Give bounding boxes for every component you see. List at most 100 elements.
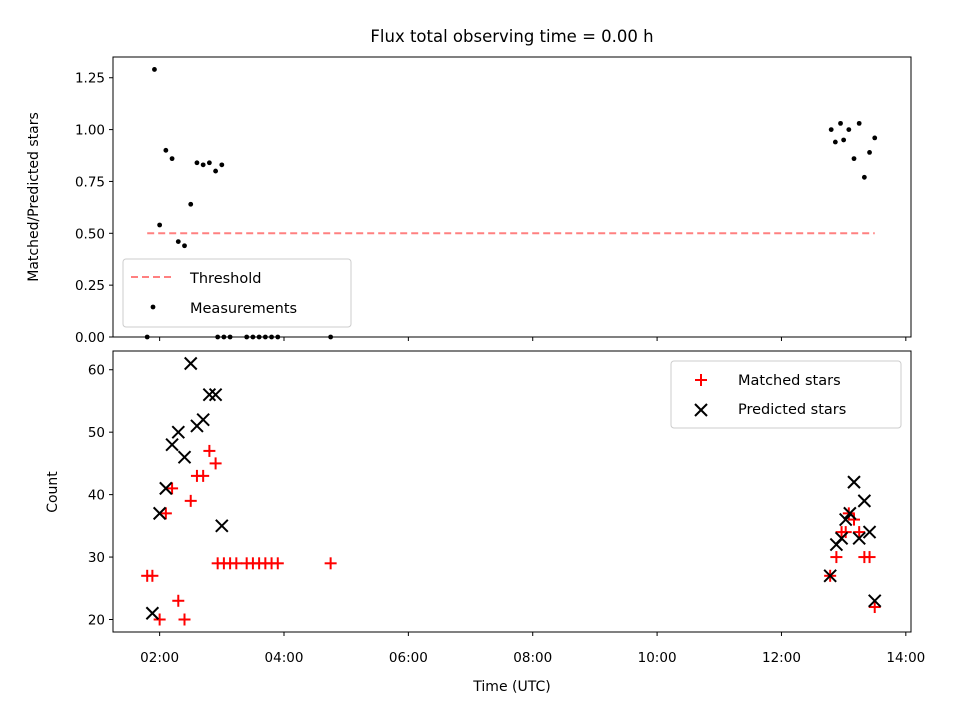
legend-measurements-label: Measurements (190, 301, 297, 317)
ratio-panel: Flux total observing time = 0.00 h 0.000… (26, 27, 912, 346)
ratio-axes-frame (112, 56, 912, 338)
predicted-star-point (868, 594, 882, 608)
measurement-point (163, 147, 169, 153)
predicted-star-point (202, 388, 217, 402)
matched-star-point (153, 613, 166, 626)
measurement-point (856, 120, 862, 126)
matched-star-point (146, 569, 159, 582)
predicted-star-point (847, 475, 861, 489)
count-y-tick-label: 20 (88, 613, 105, 629)
matched-star-point (271, 557, 284, 570)
predicted-star-point (839, 512, 853, 527)
count-axes-frame (112, 350, 912, 633)
measurement-point (206, 160, 212, 166)
matched-star-point (203, 444, 216, 457)
measurement-point (182, 243, 187, 249)
ratio-x-ticks (159, 337, 907, 341)
count-y-tick-label: 30 (88, 550, 105, 566)
predicted-star-point (159, 481, 173, 496)
matched-star-point (848, 513, 860, 526)
count-y-axis-label: Count (45, 471, 61, 513)
predicted-star-point (843, 506, 857, 521)
x-tick-label: 08:00 (513, 650, 552, 666)
count-y-ticks: 20 30 40 50 60 (88, 363, 113, 629)
measurement-point (872, 135, 878, 141)
measurement-point (846, 127, 852, 132)
count-y-tick-label: 50 (88, 425, 105, 441)
predicted-star-point (145, 606, 160, 620)
measurement-point (169, 156, 175, 162)
chart-title: Flux total observing time = 0.00 h (370, 27, 653, 46)
predicted-star-point (857, 494, 872, 508)
matched-star-point (159, 507, 172, 520)
matched-star-point (184, 494, 197, 507)
measurement-point (194, 160, 200, 166)
legend-measurements-swatch (150, 304, 156, 310)
count-panel: 20 30 40 50 60 02:00 04:00 06:00 08:00 10:00 12:0… (45, 350, 925, 695)
x-tick-label: 12:00 (762, 650, 801, 666)
predicted-star-point (196, 412, 210, 427)
predicted-star-point (852, 531, 866, 546)
ratio-y-ticks: 0.00 0.25 0.50 0.75 1.00 1.25 (75, 71, 113, 346)
count-y-tick-label: 60 (88, 363, 105, 379)
measurement-point (838, 120, 843, 126)
x-tick-label: 04:00 (265, 650, 304, 666)
ratio-y-tick-label: 0.50 (75, 226, 105, 242)
measurement-point (851, 156, 857, 162)
measurement-point (841, 137, 847, 143)
legend-matched-swatch (695, 374, 707, 386)
matched-star-point (868, 601, 881, 614)
ratio-y-tick-label: 1.00 (75, 123, 105, 139)
count-plot-area (141, 356, 882, 626)
ratio-y-tick-label: 0.25 (75, 278, 105, 294)
measurement-point (200, 162, 206, 168)
legend-matched-label: Matched stars (738, 373, 841, 389)
measurement-point (213, 168, 219, 174)
predicted-star-point (208, 388, 223, 402)
legend-predicted-label: Predicted stars (738, 402, 846, 418)
count-y-tick-label: 40 (88, 488, 105, 504)
matched-star-point (863, 551, 876, 564)
matched-star-point (166, 482, 179, 495)
ratio-legend-box (122, 258, 352, 328)
x-tick-label: 10:00 (638, 650, 677, 666)
predicted-star-point (862, 525, 877, 539)
predicted-star-point (165, 437, 179, 452)
measurement-point (188, 201, 194, 207)
measurement-point (152, 67, 157, 72)
ratio-legend: Threshold Measurements (122, 258, 352, 328)
matched-star-point (172, 594, 185, 607)
predicted-star-point (215, 519, 229, 533)
ratio-y-axis-label: Matched/Predicted stars (26, 112, 42, 282)
measurement-point (861, 174, 867, 180)
measurement-point (867, 150, 872, 155)
ratio-y-tick-label: 0.75 (75, 174, 105, 190)
matched-star-point (197, 469, 210, 482)
measurement-point (157, 222, 163, 228)
matched-star-point (839, 526, 852, 539)
predicted-star-point (171, 425, 185, 439)
predicted-star-point (177, 450, 192, 464)
measurement-point (175, 239, 181, 244)
predicted-star-point (834, 531, 849, 546)
matched-star-point (230, 557, 243, 570)
count-legend-box (670, 360, 902, 429)
matched-star-point (178, 613, 191, 626)
ratio-y-tick-label: 0.00 (75, 330, 105, 346)
x-axis-label: Time (UTC) (472, 679, 550, 695)
predicted-star-point (152, 506, 167, 521)
x-tick-label: 14:00 (886, 650, 925, 666)
ratio-y-tick-label: 1.25 (75, 71, 105, 87)
matched-star-point (830, 551, 843, 564)
legend-threshold-label: Threshold (189, 271, 261, 287)
matched-star-point (324, 557, 337, 570)
count-legend: Matched stars Predicted stars (670, 360, 902, 429)
count-x-ticks: 02:00 04:00 06:00 08:00 10:00 12:00 14:00 (140, 632, 925, 666)
legend-predicted-swatch (694, 403, 708, 417)
predicted-star-point (823, 569, 837, 583)
matched-star-point (853, 526, 866, 539)
x-tick-label: 02:00 (140, 650, 179, 666)
measurement-point (832, 139, 838, 145)
